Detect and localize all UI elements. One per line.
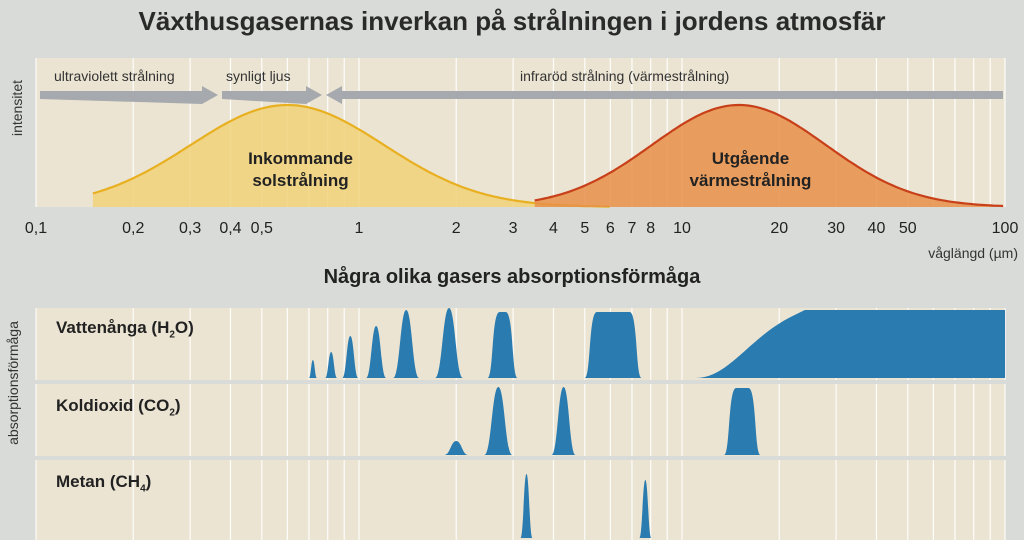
x-tick-label: 100 [991,220,1019,237]
h2o-absorption-peak [435,308,464,378]
x-tick-label: 3 [508,220,518,237]
band-label-uv: ultraviolett strålning [54,68,175,84]
co2-absorption-band [724,388,761,455]
h2o-absorption-band [487,312,518,378]
co2-absorption-peak [444,441,469,455]
incoming-solar-area [92,105,610,207]
h2o-absorption-peak [308,360,317,378]
x-tick-label: 8 [646,220,656,237]
x-tick-label: 1 [354,220,364,237]
outgoing-heat-area [534,105,1004,207]
ch4-absorption-peak [639,480,652,538]
outgoing-heat-label: Utgående värmestrålning [668,148,833,192]
h2o-absorption-peak [393,310,420,378]
ch4-panel [36,460,1005,540]
incoming-solar-curve [92,103,610,208]
band-arrow-visible [222,86,322,104]
band-arrow-ir [326,86,1003,104]
x-tick-label: 0,1 [24,220,48,237]
h2o-absorption-peak [366,326,387,378]
page-title: Växthusgasernas inverkan på strålningen … [138,6,886,36]
x-tick-label: 50 [898,220,917,237]
x-tick-label: 0,3 [178,220,202,237]
outgoing-heat-curve [534,103,1004,208]
x-axis-label: våglängd (µm) [928,245,1018,261]
gas-label-h2o: Vattenånga (H2O) [56,318,194,341]
x-tick-label: 5 [580,220,590,237]
incoming-solar-line1: Inkommande [248,149,353,168]
gas-label-co2: Koldioxid (CO2) [56,396,181,419]
h2o-absorption-peak [325,352,338,378]
band-arrow-uv [40,86,218,104]
band-label-visible: synligt ljus [226,68,291,84]
x-tick-label: 20 [770,220,789,237]
x-tick-label: 2 [451,220,461,237]
x-tick-label: 7 [627,220,637,237]
h2o-absorption-peak [342,336,359,378]
absorption-subtitle: Några olika gasers absorptionsförmåga [323,266,701,288]
x-tick-label: 30 [827,220,846,237]
incoming-solar-label: Inkommande solstrålning [228,148,373,192]
ch4-absorption-peak [520,474,533,538]
band-label-ir: infraröd strålning (värmestrålning) [520,68,730,84]
x-tick-label: 40 [867,220,886,237]
co2-absorption-peak [484,387,513,455]
co2-panel [36,384,1005,456]
outgoing-heat-line1: Utgående [711,149,790,168]
h2o-absorption-band [695,310,1005,378]
x-tick-label: 0,5 [250,220,273,237]
outgoing-heat-line2: värmestrålning [689,171,812,190]
x-tick-label: 4 [549,220,558,237]
h2o-absorption-band [584,312,642,378]
incoming-solar-line2: solstrålning [252,171,349,190]
x-tick-label: 0,2 [122,220,145,237]
gas-label-ch4: Metan (CH4) [56,472,152,495]
co2-absorption-peak [551,387,576,455]
x-tick-label: 6 [605,220,615,237]
x-tick-label: 0,4 [219,220,242,237]
x-tick-label: 10 [673,220,691,237]
